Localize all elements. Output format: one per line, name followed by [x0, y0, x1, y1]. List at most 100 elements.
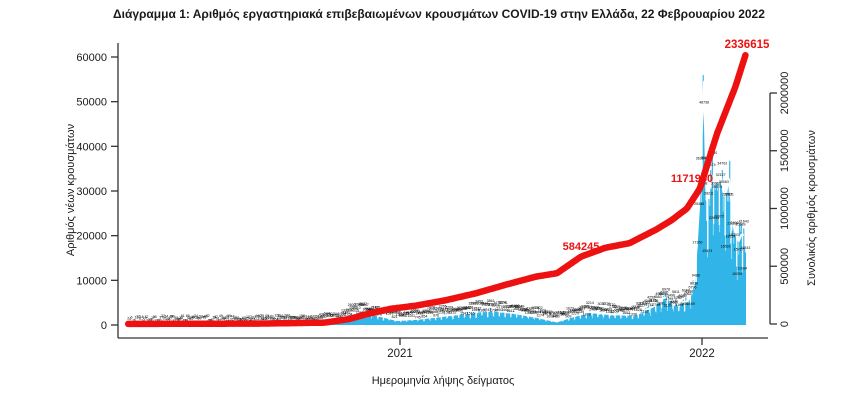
svg-text:202: 202	[284, 314, 290, 318]
svg-text:95: 95	[245, 317, 249, 321]
svg-text:1528: 1528	[472, 308, 480, 312]
svg-text:764: 764	[340, 312, 346, 316]
svg-text:3493: 3493	[475, 300, 483, 304]
svg-text:1817: 1817	[523, 308, 531, 312]
svg-text:20889: 20889	[736, 223, 746, 227]
annotation-final-total: 2336615	[724, 39, 770, 51]
svg-text:17160: 17160	[692, 240, 702, 244]
svg-text:431: 431	[319, 312, 325, 316]
svg-text:2142: 2142	[454, 308, 462, 312]
svg-text:3191: 3191	[500, 301, 508, 305]
svg-text:1078: 1078	[543, 312, 551, 316]
svg-text:91: 91	[216, 317, 220, 321]
svg-text:299: 299	[309, 317, 315, 321]
svg-text:2020: 2020	[427, 306, 435, 310]
svg-text:2612: 2612	[621, 306, 629, 310]
svg-text:1349: 1349	[563, 311, 571, 315]
svg-text:2242: 2242	[447, 308, 455, 312]
svg-text:66: 66	[192, 315, 196, 319]
svg-text:1611: 1611	[507, 309, 515, 313]
svg-text:1101: 1101	[407, 314, 415, 318]
svg-text:644: 644	[324, 312, 330, 316]
svg-text:2497: 2497	[511, 304, 519, 308]
svg-text:2822: 2822	[463, 306, 471, 310]
svg-text:2000000: 2000000	[779, 72, 791, 115]
svg-text:57: 57	[249, 317, 253, 321]
svg-text:2265: 2265	[439, 305, 447, 309]
svg-text:1553: 1553	[611, 310, 619, 314]
svg-text:4252: 4252	[647, 296, 655, 300]
svg-text:102: 102	[256, 314, 262, 318]
svg-text:30262: 30262	[711, 182, 721, 186]
svg-text:34702: 34702	[717, 162, 727, 166]
svg-text:4797: 4797	[677, 295, 685, 299]
svg-text:15174: 15174	[702, 249, 712, 253]
svg-text:1844: 1844	[533, 310, 541, 314]
svg-text:1673: 1673	[538, 309, 546, 313]
svg-text:126: 126	[274, 314, 280, 318]
svg-text:2075: 2075	[588, 306, 596, 310]
svg-text:10000: 10000	[76, 275, 107, 287]
svg-text:37: 37	[159, 316, 163, 320]
svg-text:16: 16	[149, 318, 153, 322]
svg-text:260: 260	[297, 316, 303, 320]
svg-text:821: 821	[392, 315, 398, 319]
svg-text:1373: 1373	[583, 312, 591, 316]
svg-text:243: 243	[317, 316, 323, 320]
svg-text:1949: 1949	[434, 307, 442, 311]
svg-text:2355: 2355	[574, 308, 582, 312]
svg-text:9: 9	[139, 317, 141, 321]
svg-text:1056: 1056	[399, 314, 407, 318]
svg-text:45: 45	[169, 314, 173, 318]
svg-text:854: 854	[421, 315, 427, 319]
svg-text:3475: 3475	[493, 301, 501, 305]
svg-text:1896: 1896	[424, 310, 432, 314]
svg-text:982: 982	[542, 311, 548, 315]
annotation-cumulative-milestone-2: 1171950	[670, 173, 714, 185]
svg-text:2404: 2404	[601, 308, 609, 312]
svg-text:4389: 4389	[650, 299, 658, 303]
svg-text:701: 701	[325, 313, 331, 317]
svg-text:1451: 1451	[419, 310, 427, 314]
svg-text:6105: 6105	[660, 291, 668, 295]
svg-text:2481: 2481	[589, 308, 597, 312]
svg-text:138: 138	[299, 314, 305, 318]
svg-text:20: 20	[148, 318, 152, 322]
svg-text:2695: 2695	[612, 305, 620, 309]
svg-text:1124: 1124	[344, 313, 352, 317]
svg-text:4175: 4175	[649, 299, 657, 303]
svg-text:79: 79	[235, 316, 239, 320]
svg-text:98: 98	[222, 316, 226, 320]
svg-text:28211: 28211	[704, 192, 714, 196]
svg-text:1120: 1120	[401, 311, 409, 315]
svg-text:2649: 2649	[516, 304, 524, 308]
svg-text:3011: 3011	[636, 301, 644, 305]
svg-text:4583: 4583	[654, 295, 662, 299]
svg-text:1667: 1667	[387, 310, 395, 314]
svg-text:25388: 25388	[694, 202, 704, 206]
svg-text:2343: 2343	[596, 307, 604, 311]
svg-text:1928: 1928	[531, 306, 539, 310]
svg-text:15717: 15717	[734, 248, 744, 252]
svg-text:3644: 3644	[480, 302, 488, 306]
svg-text:34: 34	[196, 316, 200, 320]
svg-text:0: 0	[779, 321, 791, 327]
svg-text:13: 13	[135, 315, 139, 319]
svg-text:937: 937	[555, 310, 561, 314]
left-axis-title: Αριθμός νέων κρουσμάτων	[65, 123, 77, 257]
svg-text:4962: 4962	[684, 292, 692, 296]
svg-text:130: 130	[287, 317, 293, 321]
svg-text:75: 75	[232, 316, 236, 320]
svg-text:1626: 1626	[455, 309, 463, 313]
svg-text:2734: 2734	[508, 305, 516, 309]
svg-text:6796: 6796	[689, 285, 697, 289]
svg-text:92: 92	[283, 318, 287, 322]
svg-text:106: 106	[258, 317, 264, 321]
svg-text:77: 77	[201, 316, 205, 320]
svg-text:1080: 1080	[550, 312, 558, 316]
svg-text:1148: 1148	[556, 311, 564, 315]
svg-text:3552: 3552	[669, 301, 677, 305]
svg-text:54: 54	[226, 315, 230, 319]
svg-text:2517: 2517	[578, 307, 586, 311]
